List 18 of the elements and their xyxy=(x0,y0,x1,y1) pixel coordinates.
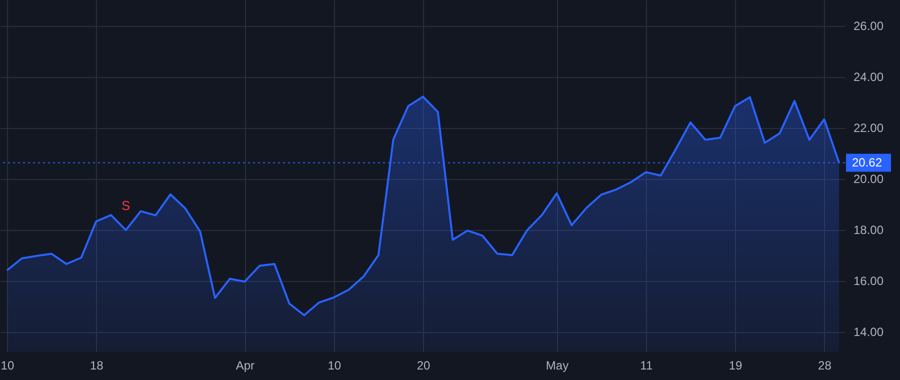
x-tick-label: 19 xyxy=(728,358,743,372)
x-tick-label: Apr xyxy=(236,358,255,372)
y-tick-label: 18.00 xyxy=(854,223,884,238)
y-tick-label: 22.00 xyxy=(854,121,884,136)
x-tick-label: 11 xyxy=(640,358,653,372)
x-tick-label: 28 xyxy=(818,358,832,372)
y-tick-label: 20.00 xyxy=(854,172,884,186)
x-tick-label: 18 xyxy=(90,358,104,372)
y-tick-label: 16.00 xyxy=(854,274,884,288)
ref-line-label: 20.62 xyxy=(852,156,882,170)
x-tick-label: 20 xyxy=(416,358,431,372)
x-tick-label: 10 xyxy=(0,358,14,372)
y-tick-label: 14.00 xyxy=(854,325,884,340)
x-tick-label: 10 xyxy=(328,358,342,372)
y-tick-label: 26.00 xyxy=(854,19,884,34)
x-tick-label: May xyxy=(546,358,569,372)
y-tick-label: 24.00 xyxy=(854,70,884,84)
annotation: S xyxy=(122,198,131,214)
